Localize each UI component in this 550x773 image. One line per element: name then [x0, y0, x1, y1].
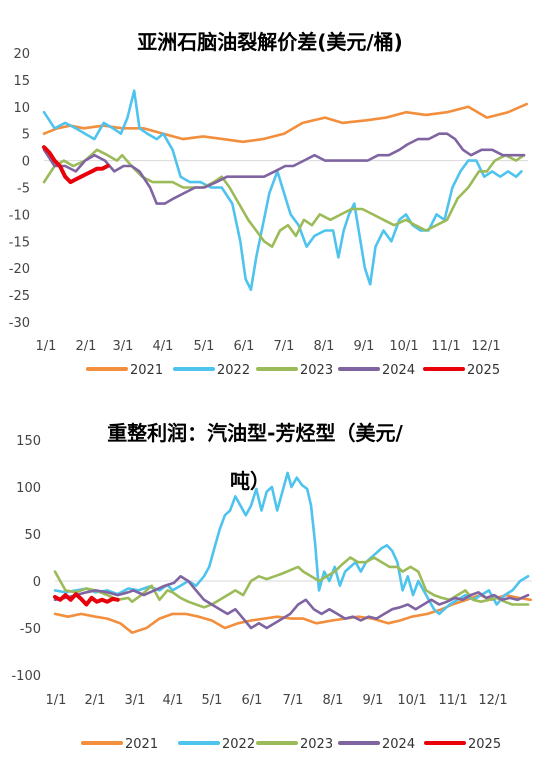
- x-tick-label: 3/1: [125, 693, 146, 708]
- x-tick-label: 9/1: [363, 693, 384, 708]
- y-tick-label: 150: [16, 434, 41, 449]
- chart-reforming-margin: 重整利润：汽油型-芳烃型（美元/ 吨） 150 100 50 0 -50 -100 1/1 2…: [11, 421, 532, 752]
- x-tick-label: 8/1: [314, 339, 335, 354]
- x-tick-label: 12/1: [471, 339, 500, 354]
- series-line-2023: [42, 148, 526, 248]
- y-tick-label: -25: [9, 289, 30, 304]
- x-tick-label: 7/1: [283, 693, 304, 708]
- x-tick-label: 2/1: [85, 693, 106, 708]
- x-tick-label: 6/1: [234, 339, 255, 354]
- x-tick-label: 10/1: [389, 339, 418, 354]
- x-tick-label: 9/1: [354, 339, 375, 354]
- y-tick-label: 0: [22, 155, 30, 170]
- y-tick-label: 50: [24, 528, 41, 543]
- chart-title: 亚洲石脑油裂解价差(美元/桶): [137, 30, 403, 54]
- y-tick-label: -15: [9, 235, 30, 250]
- y-tick-label: -5: [17, 182, 30, 197]
- x-tick-label: 11/1: [431, 339, 460, 354]
- series-line-2022: [42, 89, 523, 291]
- series-line-2025: [42, 145, 110, 185]
- x-tick-label: 8/1: [323, 693, 344, 708]
- chart-title-line-2: 吨）: [230, 469, 270, 493]
- y-tick-label: 0: [33, 575, 41, 590]
- legend-label-2024: 2024: [382, 737, 415, 752]
- y-tick-label: -10: [9, 208, 30, 223]
- x-tick-label: 2/1: [76, 339, 97, 354]
- series-line-2021: [53, 593, 532, 634]
- x-tick-label: 6/1: [242, 693, 263, 708]
- x-tick-label: 5/1: [202, 693, 223, 708]
- legend-label-2022: 2022: [217, 363, 250, 378]
- y-tick-label: -20: [9, 262, 30, 277]
- legend-label-2021: 2021: [125, 737, 158, 752]
- legend-label-2025: 2025: [467, 363, 500, 378]
- chart-naphtha-crack-spread: 亚洲石脑油裂解价差(美元/桶) 20 15 10 5 0 -5 -10 -15 -20 -25 -3…: [9, 30, 528, 378]
- x-tick-label: 11/1: [438, 693, 467, 708]
- series-line-2022: [53, 471, 530, 616]
- chart-title-line-1: 重整利润：汽油型-芳烃型（美元/: [107, 421, 403, 445]
- legend-label-2023: 2023: [300, 737, 333, 752]
- y-tick-label: 15: [13, 74, 30, 89]
- y-tick-label: -30: [9, 316, 30, 331]
- x-tick-label: 4/1: [163, 693, 184, 708]
- y-tick-label: 10: [13, 101, 30, 116]
- x-tick-label: 12/1: [478, 693, 507, 708]
- x-tick-label: 3/1: [113, 339, 134, 354]
- series-line-2021: [42, 102, 528, 144]
- y-tick-label: 20: [13, 47, 30, 62]
- y-tick-label: 100: [16, 481, 41, 496]
- legend-label-2022: 2022: [222, 737, 255, 752]
- legend-label-2023: 2023: [300, 363, 333, 378]
- y-tick-label: -100: [11, 669, 41, 684]
- x-tick-label: 1/1: [46, 693, 67, 708]
- y-tick-label: 5: [22, 128, 30, 143]
- legend-label-2025: 2025: [468, 737, 501, 752]
- legend-label-2021: 2021: [130, 363, 163, 378]
- series-line-2024: [53, 575, 530, 630]
- x-tick-label: 5/1: [194, 339, 215, 354]
- y-tick-label: -50: [20, 622, 41, 637]
- x-tick-label: 7/1: [274, 339, 295, 354]
- legend-label-2024: 2024: [382, 363, 415, 378]
- series-line-2024: [42, 132, 526, 205]
- x-tick-label: 1/1: [36, 339, 57, 354]
- series-line-2025: [53, 592, 120, 607]
- x-tick-label: 10/1: [397, 693, 426, 708]
- x-tick-label: 4/1: [153, 339, 174, 354]
